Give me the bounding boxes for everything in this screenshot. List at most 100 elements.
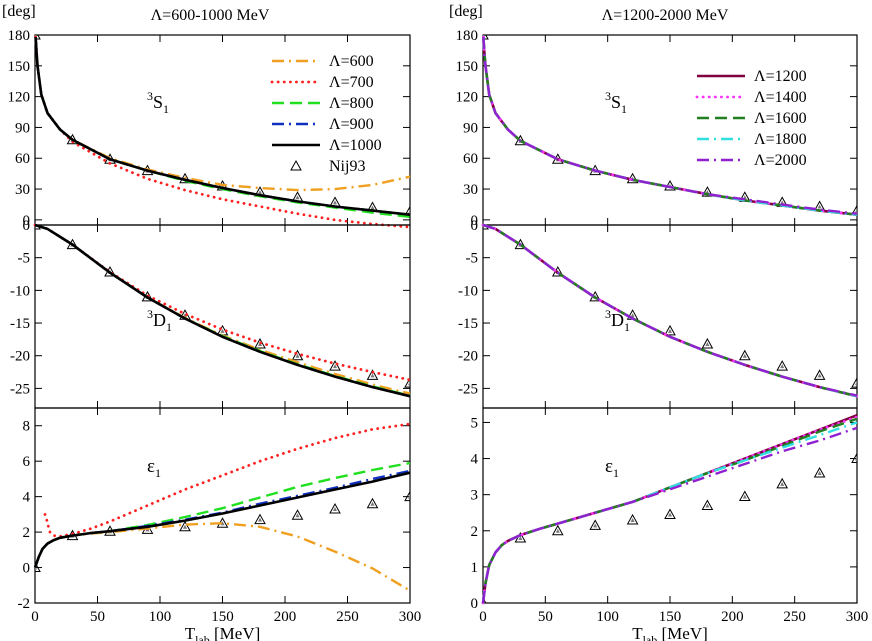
chart1-panel-eps1-nij93-triangle (291, 509, 304, 520)
chart1-xtick-label-part-0: 50 (90, 609, 105, 625)
chart2-panel-3S1-ytick-label-part-0: 120 (456, 90, 479, 106)
chart2-panel-eps1-nij93-triangle (738, 490, 751, 501)
chart1-xtick-label-part-0: 100 (149, 609, 172, 625)
chart1-panel-eps1-nij93-point (366, 497, 379, 509)
chart2-xtick-label-part-0: 200 (721, 609, 744, 625)
chart1-panel-3S1-nij93-triangle (404, 205, 410, 217)
chart1-title-part-0: Λ=600-1000 MeV (151, 7, 270, 24)
chart1-xtick-label: 150 (211, 609, 234, 625)
chart1-panel-3D1-nij93-triangle (404, 377, 410, 388)
chart1-panel-3S1-label-part-2: 1 (163, 102, 169, 116)
chart1-legend-item-label: Λ=1000 (329, 137, 382, 154)
chart2-panel-3D1-ytick-label: -5 (466, 251, 479, 267)
chart1-panel-3D1-nij93-triangle (366, 369, 379, 380)
chart2-xtick-label: 250 (783, 609, 806, 625)
chart2-xlabel-part-2: [MeV] (657, 624, 708, 641)
chart2-xtick-label: 150 (659, 609, 682, 625)
chart2-panel-3S1-ytick-label: 150 (456, 59, 479, 75)
chart2-panel-3D1-nij93-fill (855, 381, 857, 386)
chart2-panel-eps1-ytick-label-part-0: 1 (471, 560, 479, 576)
chart1-legend-item-label-part-0: Λ=1000 (329, 137, 382, 154)
chart2-panel-3D1-ytick-label-part-0: -25 (458, 381, 478, 397)
chart2-panel-3S1-label: 3S1 (605, 89, 627, 116)
chart1-panel-3D1-nij93-point (329, 360, 341, 371)
chart2-panel-3D1-ytick-label-part-0: -15 (458, 316, 478, 332)
chart1-panel-3S1-ytick-label-part-0: 180 (8, 28, 31, 44)
chart2-panel-eps1-nij93-point (776, 477, 789, 489)
chart1-panel-3S1-nij93-point (404, 205, 410, 217)
chart2-panel-eps1-nij93-fill (705, 503, 710, 508)
chart2-panel-eps1-nij93-triangle (776, 477, 789, 489)
chart2-panel-3D1-nij93-fill (780, 364, 785, 369)
chart1-legend-item-label-part-0: Nij93 (329, 158, 365, 175)
chart2-panel-eps1-nij93-point (851, 452, 857, 464)
chart1-legend-item-label: Λ=700 (329, 74, 374, 91)
chart1-xtick-label-part-0: 150 (211, 609, 234, 625)
chart2-panel-eps1-nij93-point (589, 519, 602, 530)
chart1-panel-eps1-ytick-label: 4 (23, 490, 31, 506)
chart2-xtick-label-part-0: 0 (479, 609, 487, 625)
chart2-panel-3D1-nij93-triangle (851, 377, 857, 388)
chart2-panel-eps1-nij93-fill (742, 494, 747, 499)
chart2-legend-item-label-part-0: Λ=1800 (754, 131, 807, 148)
chart2-panel-3D1-ytick-label: -25 (458, 381, 478, 397)
chart2-panel-3S1-nij93-point (851, 204, 857, 216)
chart2-panel-3D1-nij93-point (776, 360, 789, 371)
chart2-panel-3D1-label-part-0: 3 (605, 307, 611, 321)
chart1-panel-3S1-nij93-fill (295, 195, 300, 200)
chart2-xtick-label-part-0: 250 (783, 609, 806, 625)
chart2-panel-eps1-ytick-label: 1 (471, 560, 479, 576)
chart2-legend-item-label: Λ=1800 (754, 131, 807, 148)
chart2-panel-eps1-ytick-label-part-0: 2 (471, 524, 479, 540)
chart1-panel-3S1-nij93-fill (408, 209, 410, 214)
chart1-panel-3S1-nij93-fill (370, 205, 375, 210)
chart1-panel-3S1-ytick-label-part-0: 60 (15, 151, 30, 167)
chart2-panel-3D1-nij93-fill (630, 313, 635, 318)
chart1-panel-3D1-series-line (33, 223, 412, 382)
chart2-panel-eps1-nij93-fill (555, 528, 560, 533)
chart2-xtick-label-part-0: 50 (538, 609, 553, 625)
chart1-panel-eps1-nij93-fill (333, 507, 337, 512)
chart1-xlabel-part-0: T (185, 624, 196, 641)
chart2-panel-3D1-ytick-label-part-0: 0 (471, 218, 479, 234)
chart1-xtick-label: 200 (274, 609, 297, 625)
chart2-panel-3D1-ytick-label: -10 (458, 283, 478, 299)
chart1-panel-3S1-ytick-label-part-0: 120 (8, 90, 31, 106)
chart1-legend-item-label: Nij93 (329, 158, 365, 175)
chart1-panel-3D1-ytick-label-part-0: -15 (10, 316, 30, 332)
chart2-panel-eps1-label: ε1 (605, 456, 619, 480)
chart2-panel-3S1-ytick-label-part-0: 0 (471, 213, 479, 229)
chart2-panel-eps1-nij93-point (738, 490, 751, 501)
chart1-panel-eps1-ytick-label-part-0: 0 (23, 561, 31, 577)
chart1-panel-3D1-ytick-label: -20 (10, 349, 30, 365)
chart1-xtick-label: 50 (90, 609, 105, 625)
chart2-panel-eps1-ytick-label-part-0: 0 (471, 596, 479, 612)
chart1-panel-3D1-ytick-label-part-0: -25 (10, 381, 30, 397)
chart1-legend-item-label: Λ=900 (329, 116, 374, 133)
chart1-panel-eps1-ytick-label: 8 (23, 419, 31, 435)
chart2-xlabel-part-0: T (632, 624, 643, 641)
chart2-panel-3S1-ytick-label: 30 (463, 182, 478, 198)
chart2-panel-3D1-ytick-label-part-0: -10 (458, 283, 478, 299)
chart2-legend-item-label: Λ=1200 (754, 68, 807, 85)
chart1-panel-eps1-nij93-triangle (329, 503, 341, 514)
chart1-panel-eps1-series-line (33, 471, 411, 568)
chart2-legend-item-label: Λ=1600 (754, 110, 807, 127)
chart2-xtick-label: 100 (596, 609, 619, 625)
chart1-panel-eps1-series-line (43, 422, 412, 538)
chart1-panel-3S1-ytick-label-part-0: 90 (15, 120, 30, 136)
chart1-panel-eps1-nij93-fill (35, 565, 37, 570)
chart2-panel-3S1-ytick-label: 60 (463, 151, 478, 167)
chart1-xtick-label-part-0: 200 (274, 609, 297, 625)
chart2-panel-eps1-ytick-label: 5 (471, 415, 479, 431)
chart1-xtick-label-part-0: 0 (31, 609, 39, 625)
chart2-legend-item-label: Λ=2000 (754, 152, 807, 169)
chart2-panel-eps1-nij93-fill (817, 471, 822, 475)
chart1-panel-3D1-series-line (34, 223, 411, 398)
chart1-panel-3S1-label-part-0: 3 (147, 89, 153, 103)
chart1-panel-3S1-ytick-label: 120 (8, 90, 31, 106)
chart2-xtick-label-part-0: 100 (596, 609, 619, 625)
chart1-panel-eps1-nij93-point (291, 509, 304, 520)
chart1-legend-item-label-part-0: Λ=700 (329, 74, 374, 91)
